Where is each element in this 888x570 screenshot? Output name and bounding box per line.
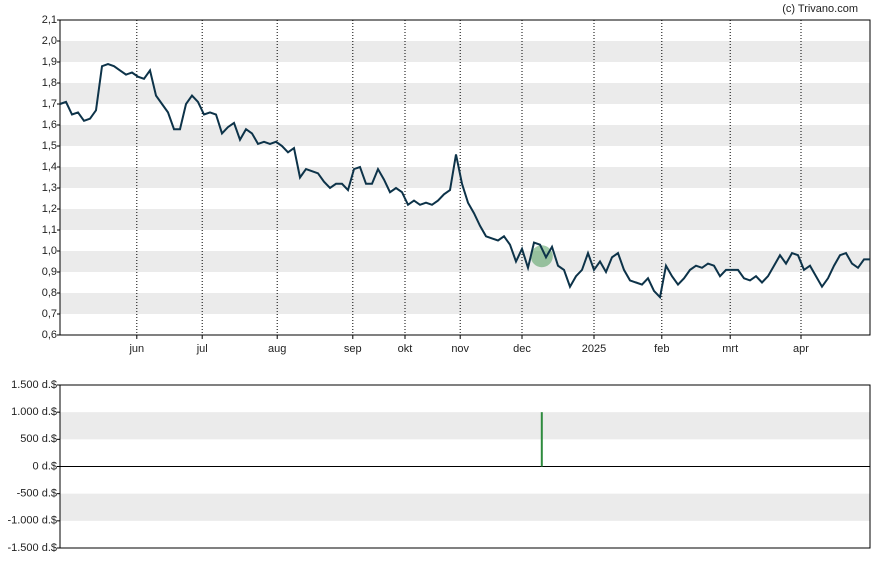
x-tick-label: 2025 bbox=[582, 343, 606, 355]
y-tick-label: 1.500 d.$ bbox=[11, 379, 57, 391]
y-tick-label: 1,6 bbox=[42, 119, 57, 131]
x-tick-label: nov bbox=[451, 343, 469, 355]
y-tick-label: 1,3 bbox=[42, 182, 57, 194]
y-tick-label: 0,8 bbox=[42, 287, 57, 299]
x-tick-label: dec bbox=[513, 343, 531, 355]
y-tick-label: 1,7 bbox=[42, 98, 57, 110]
y-tick-label: 1,8 bbox=[42, 77, 57, 89]
band bbox=[60, 293, 870, 314]
x-tick-label: apr bbox=[793, 343, 809, 355]
y-tick-label: 0,6 bbox=[42, 329, 57, 341]
band bbox=[60, 493, 870, 521]
credit: (c) Trivano.com bbox=[782, 3, 858, 15]
x-tick-label: jun bbox=[128, 343, 144, 355]
highlight bbox=[530, 245, 553, 268]
band bbox=[60, 83, 870, 104]
x-tick-label: jul bbox=[196, 343, 208, 355]
y-tick-label: 2,1 bbox=[42, 14, 57, 26]
y-tick-label: -1.000 d.$ bbox=[7, 515, 57, 527]
y-tick-label: 0,7 bbox=[42, 308, 57, 320]
band bbox=[60, 167, 870, 188]
band bbox=[60, 41, 870, 62]
plot-frame bbox=[59, 19, 871, 336]
y-tick-label: 2,0 bbox=[42, 35, 57, 47]
y-tick-label: 1,9 bbox=[42, 56, 57, 68]
y-tick-label: -1.500 d.$ bbox=[7, 542, 57, 554]
band bbox=[60, 209, 870, 230]
y-tick-label: 1.000 d.$ bbox=[11, 406, 57, 418]
band bbox=[60, 412, 870, 440]
y-tick-label: 1,5 bbox=[42, 140, 57, 152]
y-tick-label: 0,9 bbox=[42, 266, 57, 278]
x-tick-label: mrt bbox=[722, 343, 738, 355]
plot-frame bbox=[59, 384, 871, 549]
price-line bbox=[59, 63, 870, 300]
y-tick-label: 1,4 bbox=[42, 161, 57, 173]
x-tick-label: sep bbox=[344, 343, 362, 355]
y-tick-label: 500 d.$ bbox=[20, 433, 57, 445]
band bbox=[60, 251, 870, 272]
x-tick-label: aug bbox=[268, 343, 286, 355]
band bbox=[60, 125, 870, 146]
y-tick-label: 1,2 bbox=[42, 203, 57, 215]
y-tick-label: 0 d.$ bbox=[33, 460, 57, 472]
x-tick-label: feb bbox=[654, 343, 669, 355]
y-tick-label: 1,1 bbox=[42, 224, 57, 236]
y-tick-label: -500 d.$ bbox=[17, 488, 57, 500]
x-tick-label: okt bbox=[398, 343, 413, 355]
y-tick-label: 1,0 bbox=[42, 245, 57, 257]
